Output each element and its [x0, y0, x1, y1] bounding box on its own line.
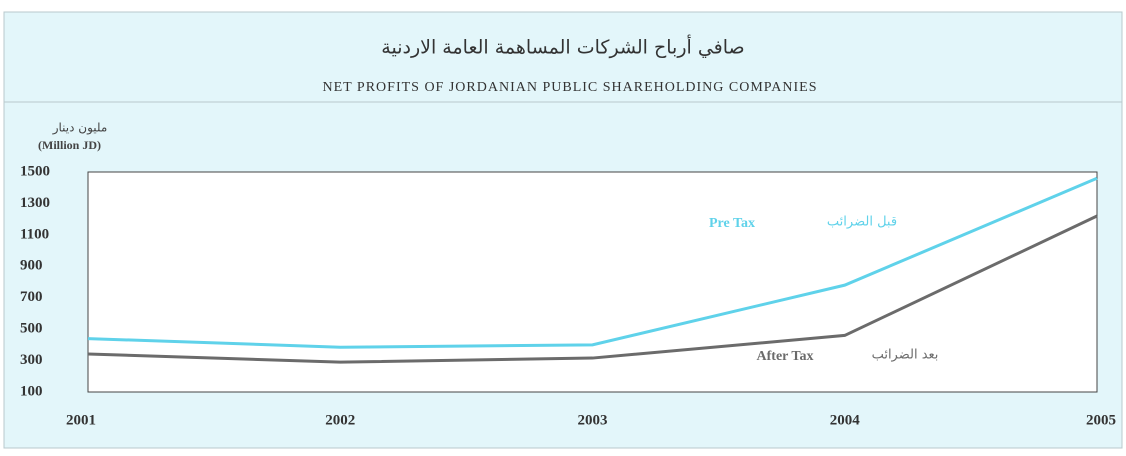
y-tick-label: 1100: [20, 226, 49, 242]
x-tick-label: 2002: [325, 412, 355, 428]
y-tick-label: 1500: [20, 163, 50, 179]
y-axis-label-ar: مليون دينار: [52, 121, 108, 136]
x-tick-label: 2005: [1086, 412, 1116, 428]
y-tick-label: 500: [20, 321, 43, 337]
series-label-ar: بعد الضرائب: [872, 348, 939, 363]
series-label: Pre Tax: [709, 216, 755, 231]
x-tick-label: 2004: [830, 412, 861, 428]
y-tick-label: 900: [20, 258, 43, 274]
plot-area: [87, 171, 1098, 393]
y-tick-label: 100: [20, 383, 43, 399]
chart-title-ar: صافي أرباح الشركات المساهمة العامة الارد…: [381, 35, 744, 59]
line-series: [87, 214, 1098, 364]
y-axis-label: (Million JD): [38, 138, 101, 152]
y-tick-label: 300: [20, 352, 43, 368]
line-series: [87, 176, 1098, 349]
y-tick-label: 700: [20, 289, 43, 305]
y-tick-label: 1300: [20, 195, 50, 211]
series-label-ar: قبل الضرائب: [827, 215, 897, 230]
chart-title: NET PROFITS OF JORDANIAN PUBLIC SHAREHOL…: [322, 80, 817, 95]
x-tick-label: 2001: [66, 412, 96, 428]
x-tick-label: 2003: [578, 412, 608, 428]
series-label: After Tax: [757, 349, 814, 364]
